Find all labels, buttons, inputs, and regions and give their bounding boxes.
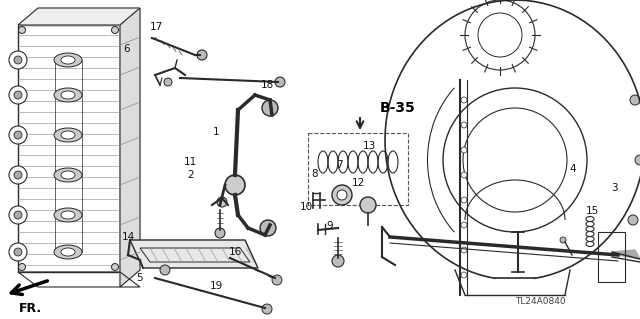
Ellipse shape (61, 171, 75, 179)
Text: 3: 3 (611, 182, 618, 193)
Text: 12: 12 (352, 178, 365, 189)
Ellipse shape (61, 91, 75, 99)
Circle shape (9, 126, 27, 144)
Circle shape (272, 275, 282, 285)
Text: 5: 5 (136, 272, 143, 283)
Circle shape (14, 171, 22, 179)
Ellipse shape (54, 128, 82, 142)
Circle shape (9, 166, 27, 184)
Circle shape (19, 26, 26, 33)
Circle shape (111, 26, 118, 33)
Text: 2: 2 (188, 170, 194, 180)
Text: 11: 11 (184, 157, 197, 167)
Circle shape (14, 211, 22, 219)
Circle shape (160, 265, 170, 275)
Text: 19: 19 (210, 281, 223, 292)
Ellipse shape (61, 211, 75, 219)
Text: 18: 18 (261, 80, 274, 91)
Polygon shape (120, 8, 140, 287)
Circle shape (461, 197, 467, 203)
Bar (308, 133, 408, 205)
Text: TL24A0840: TL24A0840 (515, 298, 565, 307)
Text: 1: 1 (213, 127, 220, 137)
Ellipse shape (54, 88, 82, 102)
Ellipse shape (61, 131, 75, 139)
Text: 15: 15 (586, 205, 598, 216)
Circle shape (560, 237, 566, 243)
Ellipse shape (61, 56, 75, 64)
Circle shape (332, 185, 352, 205)
Circle shape (635, 155, 640, 165)
Circle shape (19, 263, 26, 271)
Circle shape (461, 97, 467, 103)
Circle shape (360, 197, 376, 213)
Text: 16: 16 (229, 247, 242, 257)
Circle shape (461, 247, 467, 253)
Text: 17: 17 (150, 22, 163, 32)
Circle shape (275, 77, 285, 87)
Circle shape (461, 122, 467, 128)
Circle shape (630, 95, 640, 105)
Circle shape (260, 220, 276, 236)
Text: 8: 8 (312, 169, 318, 179)
Text: FR.: FR. (19, 301, 42, 315)
Ellipse shape (54, 208, 82, 222)
Circle shape (14, 248, 22, 256)
Ellipse shape (54, 245, 82, 259)
Text: 4: 4 (570, 164, 576, 174)
Circle shape (215, 228, 225, 238)
Circle shape (9, 243, 27, 261)
Text: B-35: B-35 (380, 101, 416, 115)
Circle shape (164, 78, 172, 86)
Circle shape (262, 100, 278, 116)
Text: 6: 6 (124, 44, 130, 55)
Ellipse shape (54, 53, 82, 67)
Polygon shape (612, 250, 640, 259)
Circle shape (461, 172, 467, 178)
Circle shape (461, 222, 467, 228)
Text: 7: 7 (336, 160, 342, 170)
Polygon shape (18, 8, 140, 25)
Ellipse shape (61, 248, 75, 256)
Circle shape (9, 51, 27, 69)
Circle shape (217, 197, 227, 207)
Circle shape (628, 215, 638, 225)
Text: 9: 9 (326, 221, 333, 232)
Text: 14: 14 (122, 232, 134, 242)
Circle shape (262, 304, 272, 314)
Circle shape (332, 255, 344, 267)
Polygon shape (130, 240, 258, 268)
Circle shape (197, 50, 207, 60)
Circle shape (14, 91, 22, 99)
Circle shape (225, 175, 245, 195)
Circle shape (337, 190, 347, 200)
Circle shape (461, 147, 467, 153)
Ellipse shape (54, 168, 82, 182)
Circle shape (14, 131, 22, 139)
Text: 13: 13 (364, 141, 376, 151)
Circle shape (9, 206, 27, 224)
Circle shape (461, 272, 467, 278)
Circle shape (111, 263, 118, 271)
Circle shape (9, 86, 27, 104)
Circle shape (14, 56, 22, 64)
Text: 10: 10 (300, 202, 312, 212)
